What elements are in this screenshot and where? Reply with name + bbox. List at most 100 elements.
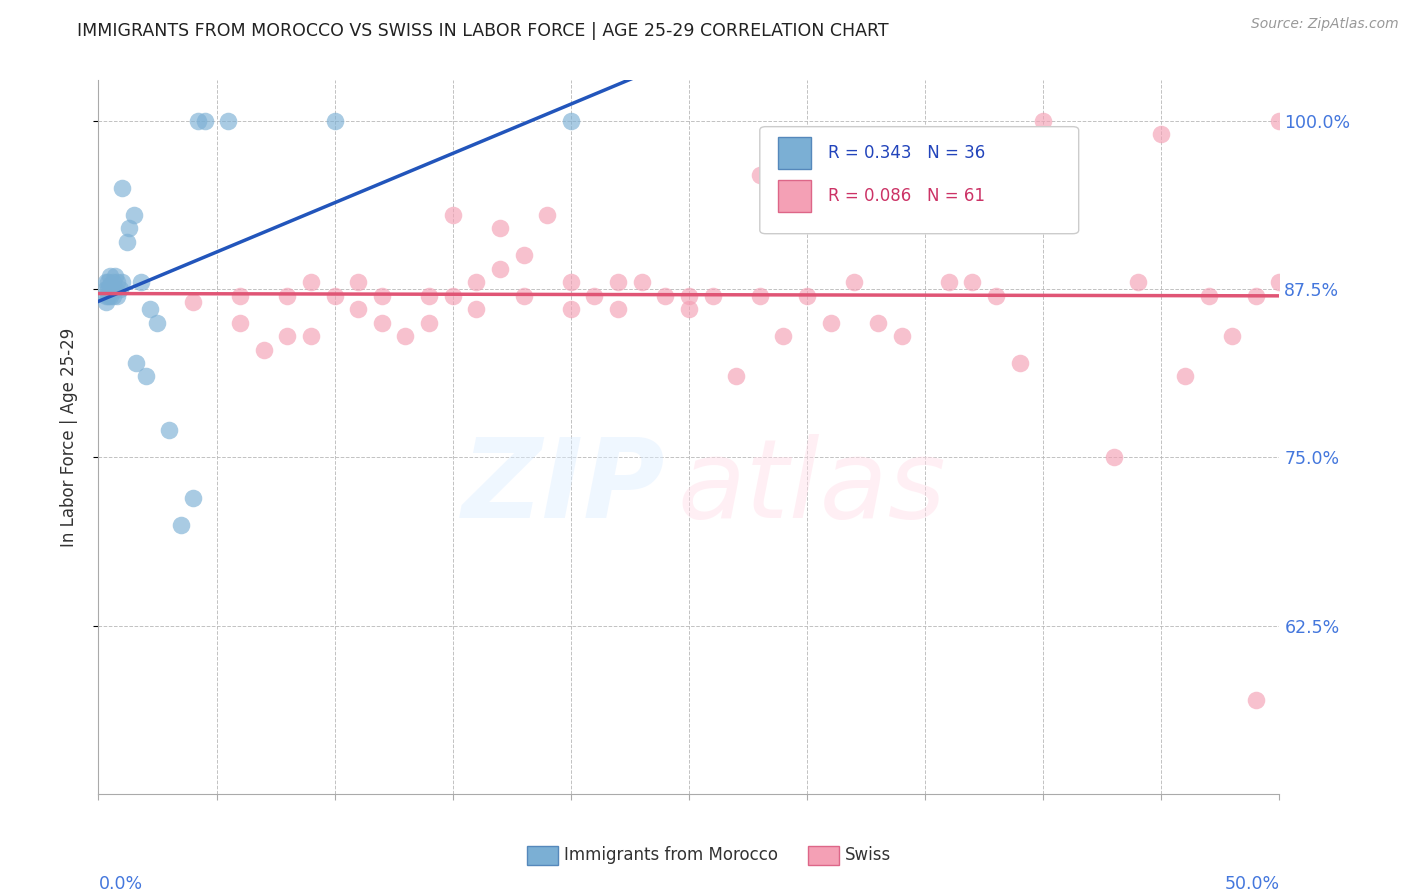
Point [607, 302, 630, 317]
Point [94, 295, 117, 310]
Point [217, 113, 239, 128]
Text: R = 0.343   N = 36: R = 0.343 N = 36 [828, 144, 986, 161]
Point [418, 289, 440, 303]
Point [170, 517, 193, 532]
Point [1244, 692, 1267, 706]
Point [105, 275, 128, 289]
Point [938, 275, 960, 289]
Text: Swiss: Swiss [845, 847, 891, 864]
Point [118, 221, 141, 235]
Point [146, 316, 169, 330]
Point [276, 289, 298, 303]
Text: atlas: atlas [678, 434, 946, 541]
Point [1220, 329, 1243, 343]
Point [1032, 113, 1054, 128]
Point [135, 369, 157, 384]
Point [560, 113, 582, 128]
Point [560, 275, 582, 289]
Text: R = 0.086   N = 61: R = 0.086 N = 61 [828, 186, 986, 204]
Point [115, 235, 138, 249]
Point [98, 277, 121, 292]
Point [371, 316, 394, 330]
Point [108, 282, 131, 296]
Point [98, 268, 121, 283]
Text: IMMIGRANTS FROM MOROCCO VS SWISS IN LABOR FORCE | AGE 25-29 CORRELATION CHART: IMMIGRANTS FROM MOROCCO VS SWISS IN LABO… [77, 22, 889, 40]
FancyBboxPatch shape [759, 127, 1078, 234]
Point [1268, 275, 1291, 289]
Point [962, 275, 984, 289]
Point [323, 289, 346, 303]
Point [1150, 127, 1173, 141]
Point [97, 275, 120, 289]
Point [299, 275, 322, 289]
Point [94, 275, 117, 289]
Point [299, 329, 322, 343]
Point [489, 221, 512, 235]
Point [122, 208, 145, 222]
Point [914, 140, 936, 154]
Point [181, 295, 204, 310]
Point [229, 316, 252, 330]
Point [94, 289, 117, 303]
Point [111, 181, 134, 195]
Point [94, 282, 117, 296]
Bar [778, 137, 811, 169]
Point [181, 491, 204, 505]
Point [820, 316, 842, 330]
Point [796, 289, 818, 303]
Point [97, 289, 120, 303]
Point [323, 113, 346, 128]
Text: 50.0%: 50.0% [1225, 875, 1279, 892]
Point [1102, 450, 1125, 465]
Point [101, 275, 124, 289]
Point [104, 282, 127, 296]
Point [890, 329, 912, 343]
Point [101, 282, 124, 296]
Point [394, 329, 416, 343]
Point [489, 261, 512, 276]
Point [104, 268, 127, 283]
Point [678, 289, 700, 303]
Point [1056, 154, 1078, 169]
Point [194, 113, 217, 128]
Point [97, 282, 120, 296]
Point [844, 275, 866, 289]
Point [748, 168, 770, 182]
Bar [778, 180, 811, 212]
Point [536, 208, 558, 222]
Point [748, 289, 770, 303]
Point [630, 275, 652, 289]
Point [347, 275, 370, 289]
Point [1174, 369, 1197, 384]
Point [512, 248, 534, 262]
Point [441, 289, 464, 303]
Text: Source: ZipAtlas.com: Source: ZipAtlas.com [1251, 17, 1399, 31]
Point [418, 316, 440, 330]
Text: ZIP: ZIP [461, 434, 665, 541]
Point [984, 289, 1007, 303]
Y-axis label: In Labor Force | Age 25-29: In Labor Force | Age 25-29 [59, 327, 77, 547]
Point [583, 289, 606, 303]
Point [654, 289, 676, 303]
Point [441, 208, 464, 222]
Point [678, 302, 700, 317]
Point [371, 289, 394, 303]
Point [1244, 289, 1267, 303]
Point [111, 275, 134, 289]
Point [105, 289, 128, 303]
Point [866, 316, 889, 330]
Point [98, 289, 121, 303]
Point [101, 289, 124, 303]
Point [1126, 275, 1149, 289]
Point [129, 275, 152, 289]
Point [229, 289, 252, 303]
Point [139, 302, 162, 317]
Point [560, 302, 582, 317]
Text: 0.0%: 0.0% [98, 875, 142, 892]
Point [725, 369, 748, 384]
Point [465, 275, 488, 289]
Point [512, 289, 534, 303]
Point [187, 113, 209, 128]
Point [1268, 113, 1291, 128]
Point [253, 343, 276, 357]
